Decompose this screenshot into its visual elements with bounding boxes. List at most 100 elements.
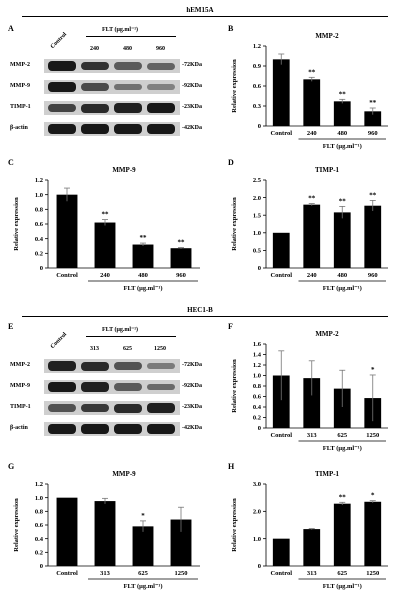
significance-mark: *	[371, 366, 375, 374]
x-tick-label: Control	[56, 272, 78, 279]
panel-label-h: H	[228, 462, 235, 471]
panel-label-g: G	[8, 462, 15, 471]
x-tick-label: 480	[138, 272, 148, 279]
bar	[333, 503, 351, 566]
lane-label: 1250	[154, 346, 166, 352]
blot-band	[147, 383, 175, 391]
blot-strip	[44, 380, 180, 394]
blot-lane-header: Control FLT (μg.ml⁻¹) 313 625 1250	[10, 320, 220, 360]
significance-mark: **	[339, 493, 347, 501]
western-blot-e: Control FLT (μg.ml⁻¹) 313 625 1250 MMP-2…	[10, 320, 220, 450]
bar	[364, 205, 382, 268]
y-axis-label: Relative expression	[13, 197, 20, 251]
blot-row: MMP-2 -72KDa	[10, 58, 202, 74]
x-axis-group-label: FLT (μg.ml⁻¹)	[323, 285, 362, 292]
significance-mark: **	[308, 68, 316, 76]
section-rule-bottom	[22, 316, 388, 317]
blot-band	[81, 61, 109, 71]
y-tick-label: 1.0	[35, 192, 43, 199]
chart-title: MMP-2	[315, 330, 339, 338]
x-tick-label: Control	[56, 570, 78, 577]
blot-band	[114, 403, 142, 413]
blot-row: TIMP-1 -23KDa	[10, 400, 202, 416]
y-axis-label: Relative expression	[13, 498, 20, 552]
blot-row-kda: -23KDa	[182, 404, 202, 410]
panel-label-f: F	[228, 322, 233, 331]
bar	[170, 519, 192, 566]
significance-mark: **	[178, 238, 186, 246]
bar	[272, 375, 290, 428]
y-tick-label: 0.8	[35, 207, 44, 214]
x-tick-label: 240	[307, 130, 317, 137]
chart-h-timp1: TIMP-1 Relative expression 0 1.0 2.0 3.0 Contr…	[231, 470, 388, 590]
blot-band	[114, 383, 142, 391]
x-axis-group-label: FLT (μg.ml⁻¹)	[123, 285, 162, 292]
significance-mark: **	[339, 90, 347, 98]
bar	[303, 378, 321, 428]
blot-row-kda: -42KDa	[182, 125, 202, 131]
flt-group-label: FLT (μg.ml⁻¹)	[102, 327, 139, 333]
x-tick-label: 1250	[366, 432, 379, 439]
y-tick-label: 1.6	[253, 341, 262, 348]
control-lane-label: Control	[49, 331, 69, 350]
blot-row-label: TIMP-1	[10, 104, 31, 110]
blot-band	[81, 124, 109, 134]
blot-band	[81, 103, 109, 113]
lane-label: 240	[90, 46, 99, 52]
chart-c-mmp9: MMP-9 Relative expression 0 0.2 0.4 0.6 0.8 1.0…	[13, 166, 200, 292]
panel-label-c: C	[8, 158, 14, 167]
x-tick-label: Control	[270, 272, 292, 279]
significance-mark: **	[140, 234, 148, 242]
y-tick-label: 0	[258, 563, 261, 570]
blot-band	[48, 124, 76, 134]
significance-mark: **	[308, 195, 316, 203]
blot-band	[114, 424, 142, 434]
x-tick-label: 240	[100, 272, 110, 279]
y-tick-label: 0.4	[35, 236, 44, 243]
y-tick-label: 1.5	[253, 212, 262, 219]
x-tick-label: 313	[307, 570, 318, 577]
blot-row-kda: -92KDa	[182, 83, 202, 89]
bar	[333, 388, 351, 428]
chart-d-timp1: TIMP-1 Relative expression 0 0.5 1.0 1.5 2.0 2.…	[231, 166, 388, 292]
chart-b-mmp2: MMP-2 Relative expression 0 0.3 0.6 0.9 1.2 Con…	[231, 32, 388, 150]
y-tick-label: 1.0	[253, 536, 261, 543]
lane-label: 313	[90, 346, 99, 352]
blot-band	[114, 362, 142, 370]
x-tick-label: 625	[138, 570, 149, 577]
bar	[170, 248, 192, 268]
blot-band	[48, 82, 76, 92]
blot-band	[48, 361, 76, 371]
blot-row-label: MMP-2	[10, 362, 30, 368]
blot-row: TIMP-1 -23KDa	[10, 100, 202, 116]
y-tick-label: 0	[258, 265, 261, 272]
x-tick-label: 625	[337, 432, 348, 439]
bar	[303, 79, 321, 126]
y-axis-label: Relative expression	[231, 197, 238, 251]
blot-strip	[44, 101, 180, 115]
x-tick-label: Control	[270, 130, 292, 137]
x-axis-group-label: FLT (μg.ml⁻¹)	[323, 583, 362, 590]
significance-mark: *	[371, 492, 375, 500]
y-tick-label: 0.8	[35, 509, 44, 516]
section-title-hec1b: HEC1-B	[187, 306, 213, 314]
x-axis-group-label: FLT (μg.ml⁻¹)	[123, 583, 162, 590]
chart-title: MMP-9	[112, 470, 136, 478]
x-tick-label: 480	[337, 272, 347, 279]
x-axis-group-label: FLT (μg.ml⁻¹)	[323, 143, 362, 150]
blot-band	[114, 124, 142, 134]
blot-row-label: MMP-9	[10, 83, 30, 89]
blot-strip	[44, 401, 180, 415]
bar	[56, 194, 78, 268]
y-tick-label: 2.5	[253, 177, 262, 184]
x-tick-label: 625	[337, 570, 348, 577]
x-tick-label: 1250	[175, 570, 188, 577]
bar	[94, 501, 116, 566]
y-tick-label: 2.0	[253, 509, 261, 516]
x-tick-label: 480	[337, 130, 347, 137]
panel-label-b: B	[228, 24, 234, 33]
x-tick-label: 960	[368, 272, 378, 279]
x-tick-label: 960	[368, 130, 378, 137]
blot-band	[48, 424, 76, 434]
